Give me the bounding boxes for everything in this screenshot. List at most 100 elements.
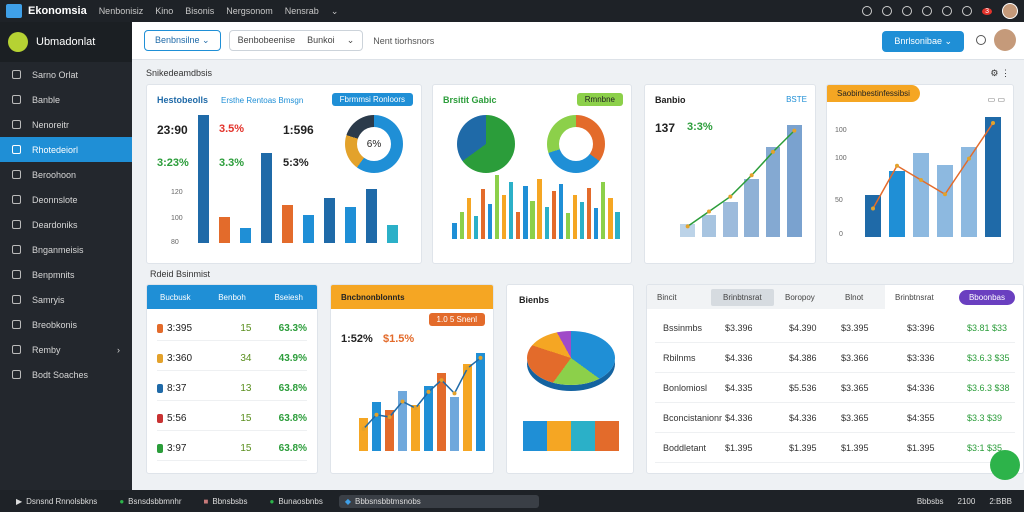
- cell-v3: $3.365: [841, 383, 869, 393]
- profile-avatar[interactable]: [994, 29, 1016, 51]
- cell-v2: $4.390: [789, 323, 817, 333]
- settings-icon: [12, 295, 21, 304]
- menu-item-3[interactable]: Bisonis: [185, 6, 215, 16]
- card-overview: Hestobeolls Ersthe Rentoas Bmsgn Fbrmmsi…: [146, 84, 422, 264]
- ytick: 120: [171, 189, 183, 196]
- select-b-label: Bunkoi: [307, 35, 335, 45]
- sidebar-item-9[interactable]: Benpmnits: [0, 262, 132, 287]
- cell-name: Boddletant: [663, 443, 707, 453]
- breadcrumb[interactable]: Nent tiorhsnors: [373, 35, 435, 46]
- pie-chart: [457, 115, 515, 173]
- sidebar-item-3[interactable]: Nenoreitr: [0, 112, 132, 137]
- cell-v5: $3.6.3 $38: [967, 383, 1010, 393]
- card-title: Bienbs: [519, 295, 550, 305]
- column-header[interactable]: Boropoy: [785, 292, 815, 302]
- ytick: 80: [171, 239, 179, 246]
- table-row[interactable]: Bonlomiosl $4.335 $5.536 $3.365 $4:336 $3.6.3…: [655, 375, 1015, 403]
- camera-icon[interactable]: [902, 6, 913, 16]
- column-header[interactable]: Benboh: [218, 292, 246, 302]
- chart-bar: [487, 204, 493, 239]
- sidebar-item-2[interactable]: Banble: [0, 87, 132, 112]
- chart-bar: [601, 182, 606, 239]
- status-label: Bunaosbnbs: [278, 496, 323, 506]
- donut-hole: [559, 127, 593, 161]
- settings-icon[interactable]: [862, 6, 873, 16]
- chart-bar: [480, 188, 485, 239]
- sidebar-item-7[interactable]: Deardoniks: [0, 212, 132, 237]
- table-row[interactable]: Bssinmbs $3.396 $4.390 $3.395 $3:396 $3.81 $3…: [655, 315, 1015, 343]
- card-chip[interactable]: Rmnbne: [576, 93, 623, 106]
- search-icon[interactable]: [976, 35, 986, 45]
- user-icon[interactable]: [942, 6, 953, 16]
- menu-item-4[interactable]: Nergsonom: [226, 6, 273, 16]
- table-row[interactable]: 5:56 15 63.8%: [157, 407, 307, 431]
- donut-chart: 6%: [345, 115, 403, 173]
- column-header[interactable]: Bincit: [657, 292, 677, 302]
- pen-icon[interactable]: [882, 6, 893, 16]
- column-header[interactable]: Brinbtnsrat: [711, 288, 774, 306]
- menu-item-2[interactable]: Kino: [155, 6, 174, 16]
- column-header[interactable]: Bseiesh: [274, 292, 303, 302]
- table-row[interactable]: Rbilnms $4.336 $4.386 $3.366 $3:336 $3.6.3 $3…: [655, 345, 1015, 373]
- toolbar: Benbnsilne ⌄ Benbobeenise Bunkoi ⌄ Nent ti…: [132, 22, 1024, 60]
- table-row[interactable]: 3:97 15 63.8%: [157, 437, 307, 461]
- data-point: [895, 163, 899, 168]
- status-item-1[interactable]: ▶ Dsnsnd Rnnolsbkns: [10, 495, 103, 508]
- table-row[interactable]: 8:37 13 63.8%: [157, 377, 307, 401]
- sidebar-item-11[interactable]: Breobkonis: [0, 312, 132, 337]
- sidebar-item-1[interactable]: Sarno Orlat: [0, 62, 132, 87]
- sidebar-item-13[interactable]: Bodt Soaches: [0, 362, 132, 387]
- chevron-down-icon[interactable]: ⌄: [330, 5, 339, 16]
- sidebar-item-8[interactable]: Bnganmeisis: [0, 237, 132, 262]
- table-row[interactable]: 3:395 15 63.3%: [157, 317, 307, 341]
- sidebar-item-5[interactable]: Beroohoon: [0, 162, 132, 187]
- sidebar-item-label: Bodt Soaches: [32, 369, 89, 380]
- table-row[interactable]: Bconcistanionr $4.336 $4.336 $3.365 $4:355 $3…: [655, 405, 1015, 433]
- column-header[interactable]: Blnot: [845, 292, 864, 302]
- primary-filter-button[interactable]: Benbnsilne ⌄: [144, 30, 221, 51]
- chat-button[interactable]: [990, 450, 1020, 480]
- column-header[interactable]: Brinbtnsrat: [895, 292, 934, 302]
- menu-item-1[interactable]: Nenbonisiz: [98, 6, 144, 16]
- user-avatar[interactable]: [1002, 3, 1018, 19]
- data-point: [967, 156, 971, 161]
- sidebar-item-6[interactable]: Deonnslote: [0, 187, 132, 212]
- status-item-3[interactable]: ■ Bbnsbsbs: [198, 495, 254, 508]
- sidebar-item-label: Beroohoon: [32, 169, 77, 180]
- cell-b: 15: [240, 413, 252, 424]
- bell-icon[interactable]: [962, 6, 973, 16]
- chart-bar: [960, 147, 978, 237]
- chart-bar: [523, 185, 528, 239]
- cell-v5: $3.81 $33: [967, 323, 1008, 333]
- sidebar-item-12[interactable]: Remby ›: [0, 337, 132, 362]
- sidebar-item-label: Sarno Orlat: [32, 69, 79, 80]
- bar-chart: [451, 175, 621, 239]
- sidebar-item-4[interactable]: Rhotedeiorl: [0, 137, 132, 162]
- chart-bar: [701, 214, 717, 237]
- data-point: [452, 391, 457, 396]
- card-tag: BSTE: [786, 95, 807, 104]
- table-row[interactable]: 3:360 34 43.9%: [157, 347, 307, 371]
- chart-bar: [397, 391, 408, 451]
- kpi-1: 23:90: [157, 123, 188, 137]
- action-button[interactable]: Bnrlsonibae ⌄: [882, 31, 964, 52]
- sidebar-item-label: Samryis: [32, 294, 65, 305]
- warning-icon: [12, 170, 21, 179]
- card-menu-icon[interactable]: ▭ ▭: [987, 95, 1005, 104]
- cell-a: 3:395: [157, 323, 213, 334]
- filter-select[interactable]: Benbobeenise Bunkoi ⌄: [228, 30, 364, 51]
- share-icon[interactable]: [922, 6, 933, 16]
- status-item-2[interactable]: ● Bsnsdsbbmnhr: [113, 495, 187, 508]
- status-item-4[interactable]: ● Bunaosbnbs: [264, 495, 329, 508]
- chart-bar: [502, 195, 507, 239]
- sidebar-item-10[interactable]: Samryis: [0, 287, 132, 312]
- card-chip[interactable]: Fbrmmsi Ronloors: [331, 93, 413, 106]
- table-action-button[interactable]: Bboonbas: [958, 289, 1015, 305]
- table-row[interactable]: Boddletant $1.395 $1.395 $1.395 $1.395 $3:1 $…: [655, 435, 1015, 463]
- section-title-1: Snikedeamdbsis: [146, 68, 213, 78]
- menu-item-5[interactable]: Nensrab: [284, 6, 319, 16]
- series-line: [872, 122, 994, 209]
- column-header[interactable]: Bucbusk: [159, 292, 191, 302]
- status-item-5[interactable]: ◆ Bbbsnsbbtmsnobs: [338, 494, 539, 508]
- section-tools[interactable]: ⚙ ⋮: [990, 68, 1010, 78]
